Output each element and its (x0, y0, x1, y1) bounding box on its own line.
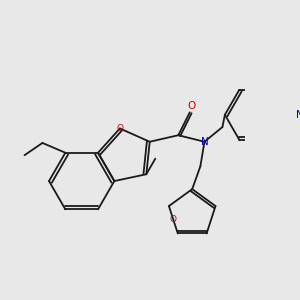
Text: N: N (201, 137, 208, 147)
Text: O: O (187, 101, 196, 111)
Text: O: O (116, 124, 123, 133)
Text: N: N (296, 110, 300, 120)
Text: O: O (170, 215, 177, 224)
